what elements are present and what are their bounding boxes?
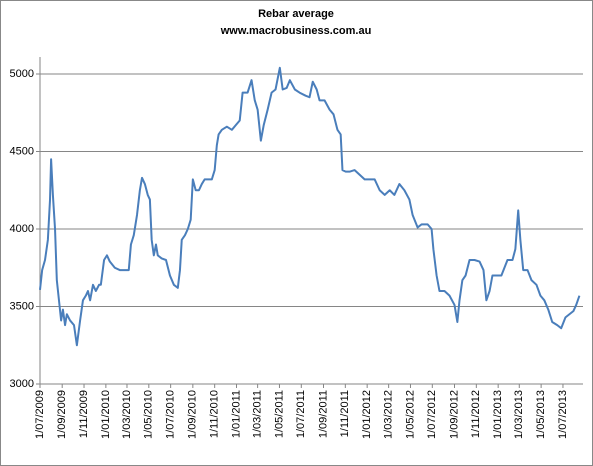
x-tick-label: 1/11/2010 [209,390,221,438]
x-tick-label: 1/05/2011 [273,390,285,438]
x-tick-label: 1/01/2013 [492,390,504,439]
x-tick-label: 1/01/2010 [100,390,112,439]
x-tick-label: 1/07/2010 [165,390,177,439]
x-tick-label: 1/09/2009 [56,390,68,439]
x-tick-label: 1/07/2013 [557,390,569,439]
data-line [39,66,581,347]
y-tick-label: 3500 [10,300,34,312]
chart-title: Rebar average [258,8,334,20]
x-tick-label: 1/11/2009 [78,390,90,438]
y-tick-label: 3000 [10,378,34,390]
x-tick-label: 1/03/2011 [252,390,264,438]
x-tick-label: 1/09/2011 [317,390,329,438]
y-tick-label: 5000 [10,68,34,80]
x-tick-label: 1/01/2011 [230,390,242,438]
x-tick-label: 1/07/2011 [295,390,307,438]
x-tick-label: 1/03/2012 [383,390,395,439]
x-tick-label: 1/07/2009 [34,390,46,439]
x-tick-label: 1/05/2012 [404,390,416,439]
x-tick-label: 1/09/2012 [448,390,460,439]
x-tick-label: 1/09/2010 [187,390,199,439]
x-tick-label: 1/03/2010 [121,390,133,439]
x-tick-label: 1/05/2013 [535,390,547,439]
x-tick-label: 1/11/2011 [339,390,351,437]
x-tick-label: 1/03/2013 [513,390,525,439]
x-tick-label: 1/11/2012 [470,390,482,438]
x-tick-label: 1/01/2012 [361,390,373,439]
y-tick-label: 4000 [10,223,34,235]
chart-subtitle: www.macrobusiness.com.au [220,25,372,37]
y-tick-label: 4500 [10,145,34,157]
x-tick-label: 1/05/2010 [143,390,155,439]
x-tick-label: 1/07/2012 [426,390,438,439]
